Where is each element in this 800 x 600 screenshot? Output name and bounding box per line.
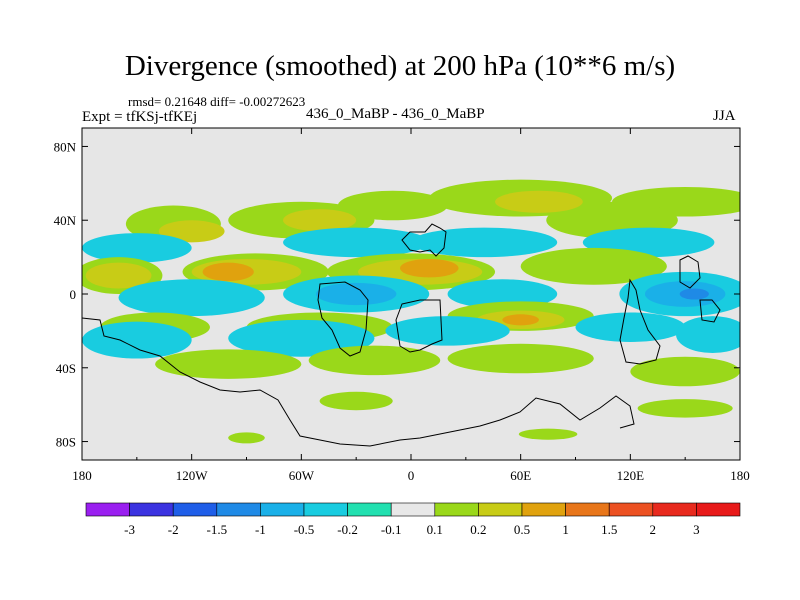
contour-region-6 bbox=[158, 220, 225, 243]
colorbar-swatch-0 bbox=[85, 502, 130, 517]
coastline-asia-australia bbox=[619, 255, 721, 365]
colorbar-swatch-14 bbox=[696, 502, 741, 517]
contour-region-28 bbox=[679, 288, 709, 300]
contour-region-33 bbox=[502, 314, 539, 326]
contour-region-41 bbox=[447, 343, 594, 374]
colorbar-swatch-12 bbox=[608, 502, 654, 517]
x-tick-label-1: 120W bbox=[176, 468, 209, 483]
colorbar-swatch-5 bbox=[303, 502, 348, 517]
colorbar-label-7: 0.1 bbox=[427, 522, 443, 537]
contour-region-9 bbox=[82, 233, 192, 263]
coastline-antarctica bbox=[82, 317, 635, 447]
colorbar-label-8: 0.2 bbox=[470, 522, 486, 537]
contour-region-2 bbox=[337, 190, 448, 221]
x-tick-label-2: 60W bbox=[289, 468, 315, 483]
coastline-south-america bbox=[317, 281, 369, 357]
season-label: JJA bbox=[713, 108, 736, 124]
contour-region-37 bbox=[575, 312, 686, 342]
contour-fill-layer bbox=[82, 179, 740, 444]
contour-region-11 bbox=[411, 227, 558, 258]
contour-region-17 bbox=[85, 262, 152, 289]
colorbar-label-0: -3 bbox=[124, 522, 135, 537]
colorbar-swatch-2 bbox=[172, 502, 218, 517]
colorbar: -3 -2 -1.5 -1 -0.5 -0.2 -0.1 0.1 0.2 0.5 1 1.5 2 3 bbox=[85, 502, 741, 537]
contour-region-38 bbox=[676, 316, 740, 354]
colorbar-label-4: -0.5 bbox=[294, 522, 315, 537]
colorbar-label-11: 1.5 bbox=[601, 522, 617, 537]
y-tick-label-1: 40N bbox=[54, 213, 77, 228]
contour-region-7 bbox=[283, 209, 357, 232]
expt-label: Expt = tfKSj-tfKEj bbox=[82, 109, 198, 125]
contour-region-43 bbox=[319, 391, 393, 411]
x-tick-label-4: 60E bbox=[510, 468, 531, 483]
contour-region-39 bbox=[155, 349, 302, 379]
contour-region-24 bbox=[447, 279, 558, 309]
coastline-layer bbox=[82, 223, 721, 447]
colorbar-label-5: -0.2 bbox=[337, 522, 358, 537]
colorbar-label-13: 3 bbox=[693, 522, 700, 537]
x-tick-label-5: 120E bbox=[617, 468, 645, 483]
contour-region-46 bbox=[518, 428, 578, 440]
colorbar-swatch-9 bbox=[478, 502, 523, 517]
y-tick-label-0: 80N bbox=[54, 139, 77, 154]
colorbar-swatch-3 bbox=[216, 502, 261, 517]
contour-region-21 bbox=[400, 258, 459, 278]
colorbar-swatch-11 bbox=[565, 502, 610, 517]
contour-region-36 bbox=[385, 316, 510, 346]
contour-region-22 bbox=[118, 279, 265, 317]
x-tick-label-3: 0 bbox=[408, 468, 415, 483]
y-tick-label-4: 80S bbox=[56, 435, 76, 450]
colorbar-label-10: 1 bbox=[562, 522, 569, 537]
contour-region-44 bbox=[637, 399, 733, 418]
contour-region-40 bbox=[308, 345, 441, 376]
contour-region-26 bbox=[315, 282, 397, 306]
colorbar-swatch-8 bbox=[434, 502, 479, 517]
contour-region-42 bbox=[630, 356, 740, 387]
contour-region-20 bbox=[202, 262, 254, 282]
contour-region-35 bbox=[228, 319, 375, 357]
y-tick-label-3: 40S bbox=[56, 361, 76, 376]
x-tick-label-0: 180 bbox=[72, 468, 92, 483]
colorbar-label-2: -1.5 bbox=[207, 522, 228, 537]
contour-region-16 bbox=[520, 247, 667, 285]
colorbar-label-1: -2 bbox=[168, 522, 179, 537]
contour-region-10 bbox=[283, 227, 430, 258]
contour-region-8 bbox=[495, 190, 583, 213]
chart-subtitle: 436_0_MaBP - 436_0_MaBP bbox=[306, 106, 485, 122]
colorbar-swatch-1 bbox=[129, 502, 174, 517]
colorbar-swatch-6 bbox=[347, 502, 392, 517]
colorbar-swatch-7 bbox=[390, 502, 436, 517]
colorbar-label-12: 2 bbox=[650, 522, 657, 537]
chart-title: Divergence (smoothed) at 200 hPa (10**6 … bbox=[124, 50, 676, 82]
axes: 180 120W 60W 0 60E 120E 180 80N 40N 0 40S 80S bbox=[54, 128, 750, 483]
colorbar-label-9: 0.5 bbox=[514, 522, 530, 537]
stats-label: rmsd= 0.21648 diff= -0.00272623 bbox=[128, 94, 306, 109]
y-tick-label-2: 0 bbox=[70, 287, 77, 302]
colorbar-swatch-13 bbox=[652, 502, 697, 517]
contour-region-34 bbox=[82, 321, 192, 359]
colorbar-label-6: -0.1 bbox=[381, 522, 402, 537]
colorbar-label-3: -1 bbox=[255, 522, 266, 537]
colorbar-swatch-10 bbox=[521, 502, 566, 517]
x-tick-label-6: 180 bbox=[730, 468, 750, 483]
coastline-africa bbox=[395, 223, 447, 353]
colorbar-swatch-4 bbox=[260, 502, 305, 517]
contour-region-45 bbox=[228, 432, 265, 444]
